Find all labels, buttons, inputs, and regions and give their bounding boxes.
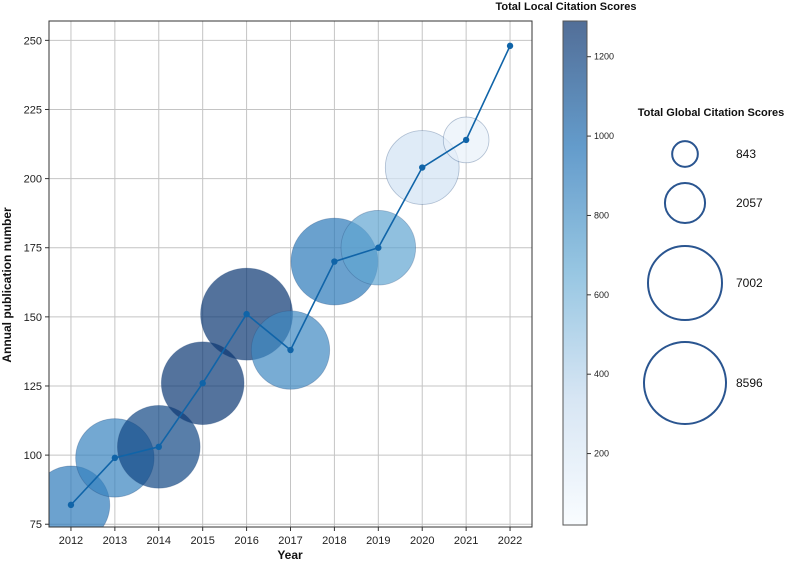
- y-axis-title: Annual publication number: [0, 207, 14, 363]
- y-tick-label: 150: [24, 312, 42, 324]
- size-legend-circle: [643, 341, 727, 425]
- x-axis: 2012 2013 2014 2015 2016 2017 2018 2019 2020 2021…: [59, 527, 522, 547]
- data-point: [155, 443, 162, 451]
- x-tick-label: 2022: [498, 535, 522, 547]
- data-point: [199, 380, 206, 387]
- size-legend-circle: [663, 181, 707, 225]
- data-point: [462, 136, 470, 144]
- data-point: [67, 501, 75, 509]
- colorbar-tick-label: 200: [594, 449, 609, 459]
- colorbar: Total Local Citation Scores 200 400 600 800…: [496, 1, 637, 526]
- y-axis: 75 100 125 150 175 200 225 250: [24, 35, 49, 531]
- y-tick-label: 75: [30, 519, 42, 531]
- data-point: [506, 42, 514, 50]
- size-legend-label: 2057: [736, 196, 763, 210]
- size-legend: Total Global Citation Scores 843 2057 7002…: [638, 107, 784, 425]
- y-tick-label: 225: [24, 104, 42, 116]
- data-point: [419, 164, 426, 171]
- x-tick-label: 2017: [278, 535, 302, 547]
- x-tick-label: 2014: [147, 535, 171, 547]
- colorbar-tick-label: 600: [594, 290, 609, 300]
- y-tick-label: 125: [24, 381, 42, 393]
- data-point: [111, 454, 119, 462]
- plot-area: [48, 20, 533, 528]
- y-tick-label: 100: [24, 450, 42, 462]
- colorbar-gradient: [562, 20, 588, 526]
- size-legend-label: 8596: [736, 376, 763, 390]
- colorbar-tick-label: 1200: [594, 52, 614, 62]
- y-tick-label: 250: [24, 35, 42, 47]
- data-point: [375, 244, 382, 251]
- y-tick-label: 200: [24, 174, 42, 186]
- x-axis-title: Year: [277, 548, 303, 562]
- data-point: [287, 346, 294, 354]
- y-tick-label: 175: [24, 243, 42, 255]
- data-point: [331, 258, 338, 265]
- colorbar-title: Total Local Citation Scores: [496, 1, 637, 13]
- x-tick-label: 2016: [234, 535, 258, 547]
- x-tick-label: 2013: [103, 535, 127, 547]
- x-tick-label: 2020: [410, 535, 434, 547]
- x-tick-label: 2019: [366, 535, 390, 547]
- size-legend-label: 7002: [736, 276, 763, 290]
- colorbar-tick-label: 400: [594, 369, 609, 379]
- colorbar-tick-label: 800: [594, 210, 609, 220]
- size-legend-circle: [671, 140, 699, 168]
- size-legend-circle: [646, 244, 724, 322]
- x-tick-label: 2012: [59, 535, 83, 547]
- x-tick-label: 2021: [454, 535, 478, 547]
- colorbar-tick-label: 1000: [594, 131, 614, 141]
- x-tick-label: 2018: [322, 535, 346, 547]
- size-legend-title: Total Global Citation Scores: [638, 107, 784, 119]
- size-legend-label: 843: [736, 147, 756, 161]
- data-point: [243, 310, 250, 318]
- x-tick-label: 2015: [190, 535, 214, 547]
